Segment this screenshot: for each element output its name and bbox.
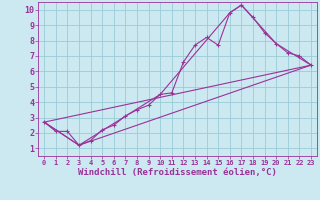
X-axis label: Windchill (Refroidissement éolien,°C): Windchill (Refroidissement éolien,°C) (78, 168, 277, 177)
